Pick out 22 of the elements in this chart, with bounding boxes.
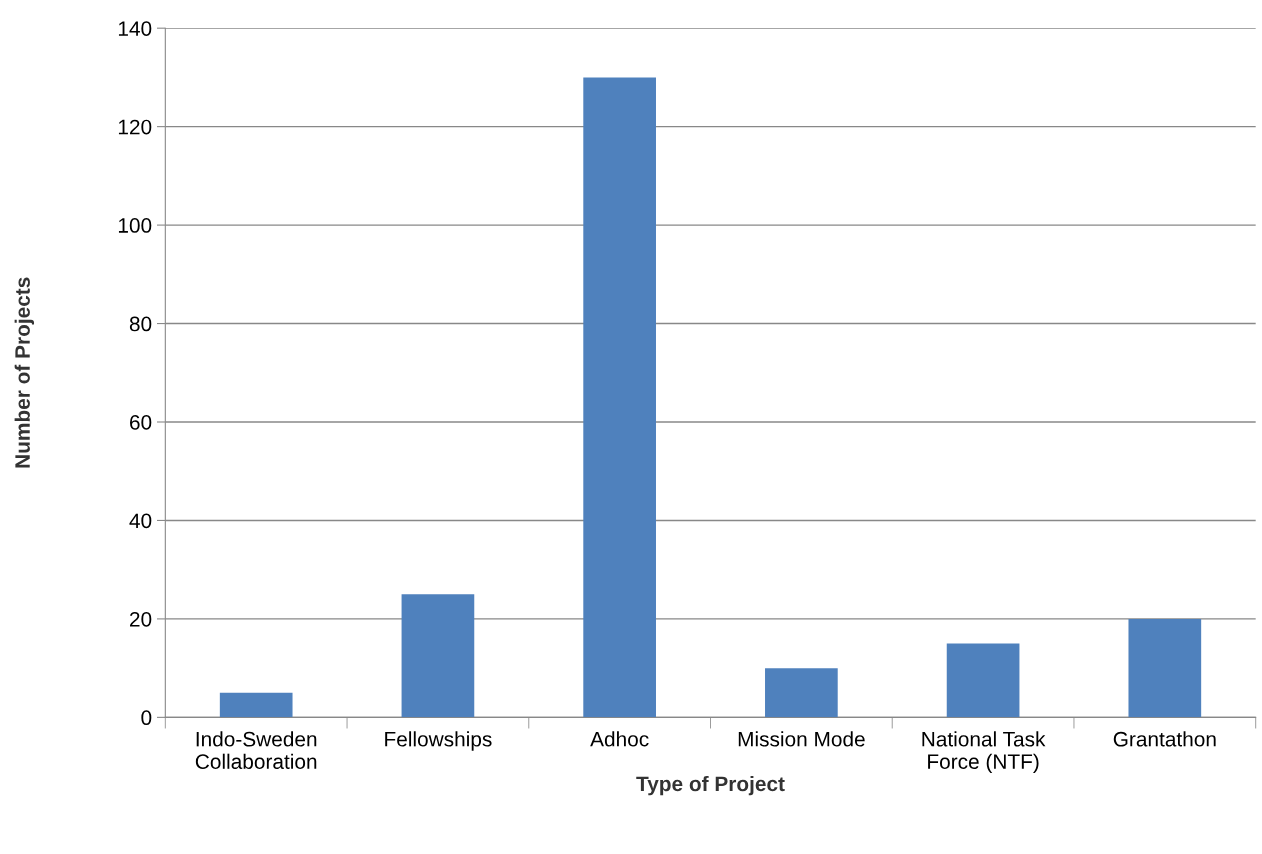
y-tick-label: 80 (129, 316, 152, 332)
y-tick-label: 40 (129, 513, 152, 529)
y-tick-label: 100 (118, 218, 152, 233)
bar (401, 594, 475, 718)
x-tick-label: Fellowships (385, 731, 492, 751)
y-tick-label: 140 (118, 21, 152, 36)
x-axis-title: Type of Project (636, 775, 785, 796)
bar (219, 692, 293, 718)
x-tick-label: Adhoc (590, 731, 649, 747)
bar (765, 668, 838, 718)
x-tick-label: Indo-Sweden Collaboration (195, 731, 317, 769)
y-tick-label: 20 (130, 611, 152, 627)
x-tick-label: Grantathon (1113, 731, 1216, 747)
bar (946, 643, 1020, 718)
x-tick-label: Mission Mode (738, 731, 865, 747)
bar (1128, 618, 1202, 718)
y-tick-label: 0 (141, 710, 152, 726)
x-tick-label: National Task Force (NTF) (922, 731, 1046, 774)
y-tick-label: 120 (118, 119, 152, 135)
bar (583, 77, 656, 718)
y-tick-label: 60 (130, 415, 152, 430)
y-axis-title: Number of Projects (14, 277, 35, 468)
